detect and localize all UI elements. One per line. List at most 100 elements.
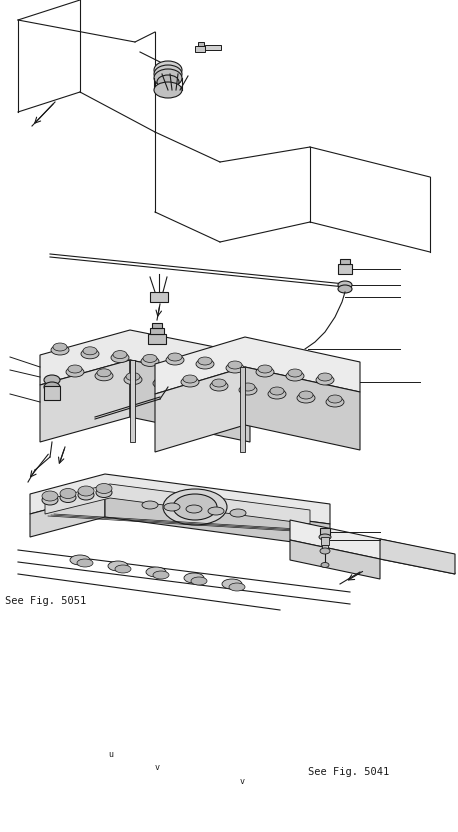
Polygon shape: [155, 337, 360, 394]
Ellipse shape: [66, 367, 84, 377]
Ellipse shape: [229, 583, 245, 591]
Polygon shape: [155, 367, 245, 452]
Ellipse shape: [316, 375, 334, 385]
Polygon shape: [290, 540, 380, 579]
Ellipse shape: [154, 69, 182, 87]
Ellipse shape: [77, 559, 93, 567]
Bar: [150, 292, 168, 302]
Ellipse shape: [173, 359, 187, 366]
Polygon shape: [40, 330, 250, 385]
Ellipse shape: [141, 356, 159, 366]
Bar: [152, 323, 162, 328]
Bar: [148, 334, 166, 344]
Ellipse shape: [142, 501, 158, 509]
Bar: [321, 537, 329, 545]
Ellipse shape: [183, 375, 197, 383]
Ellipse shape: [163, 489, 227, 525]
Polygon shape: [40, 360, 130, 442]
Ellipse shape: [146, 567, 166, 577]
Ellipse shape: [328, 395, 342, 403]
Ellipse shape: [186, 505, 202, 513]
Ellipse shape: [164, 503, 180, 511]
Bar: [195, 46, 205, 52]
Bar: [44, 386, 60, 400]
Ellipse shape: [155, 376, 169, 384]
Ellipse shape: [210, 381, 228, 391]
Ellipse shape: [226, 363, 244, 373]
Ellipse shape: [153, 571, 169, 579]
Ellipse shape: [288, 369, 302, 377]
Ellipse shape: [208, 507, 224, 515]
Ellipse shape: [171, 360, 189, 370]
Bar: [340, 259, 350, 264]
Ellipse shape: [297, 393, 315, 403]
Ellipse shape: [154, 82, 182, 98]
Ellipse shape: [230, 509, 246, 517]
Ellipse shape: [196, 359, 214, 369]
Ellipse shape: [143, 354, 157, 363]
Bar: [240, 367, 245, 452]
Ellipse shape: [184, 573, 204, 583]
Ellipse shape: [124, 374, 142, 384]
Bar: [322, 545, 328, 551]
Ellipse shape: [95, 371, 113, 381]
Ellipse shape: [182, 382, 200, 392]
Ellipse shape: [60, 493, 76, 503]
Text: v: v: [240, 777, 245, 786]
Ellipse shape: [60, 488, 76, 498]
Polygon shape: [245, 367, 360, 450]
Text: See Fig. 5041: See Fig. 5041: [308, 767, 389, 777]
Ellipse shape: [96, 483, 112, 493]
Polygon shape: [130, 360, 250, 442]
Ellipse shape: [111, 353, 129, 363]
Ellipse shape: [51, 345, 69, 355]
Ellipse shape: [318, 373, 332, 381]
Ellipse shape: [299, 391, 313, 399]
Ellipse shape: [70, 555, 90, 565]
Bar: [198, 42, 204, 46]
Polygon shape: [30, 474, 330, 524]
Polygon shape: [290, 520, 455, 574]
Ellipse shape: [241, 383, 255, 391]
Text: u: u: [108, 750, 113, 759]
Ellipse shape: [203, 362, 217, 370]
Ellipse shape: [115, 565, 131, 573]
Ellipse shape: [258, 365, 272, 373]
Ellipse shape: [198, 357, 212, 365]
Ellipse shape: [168, 353, 182, 361]
Ellipse shape: [201, 364, 219, 374]
Bar: [150, 328, 164, 334]
Text: v: v: [155, 763, 160, 772]
Ellipse shape: [222, 579, 242, 589]
Ellipse shape: [319, 534, 331, 540]
Ellipse shape: [239, 385, 257, 395]
Polygon shape: [105, 494, 330, 547]
Ellipse shape: [181, 377, 199, 387]
Ellipse shape: [338, 285, 352, 293]
Ellipse shape: [321, 562, 329, 567]
Ellipse shape: [228, 361, 242, 369]
Text: See Fig. 5051: See Fig. 5051: [5, 596, 86, 606]
Ellipse shape: [108, 561, 128, 571]
Ellipse shape: [338, 281, 352, 289]
Ellipse shape: [83, 347, 97, 354]
Ellipse shape: [96, 488, 112, 498]
Ellipse shape: [78, 490, 94, 500]
Ellipse shape: [153, 379, 171, 389]
Ellipse shape: [211, 386, 229, 396]
Ellipse shape: [53, 343, 67, 351]
Ellipse shape: [320, 548, 330, 554]
Ellipse shape: [113, 350, 127, 359]
Ellipse shape: [126, 373, 140, 380]
Ellipse shape: [326, 397, 344, 407]
Ellipse shape: [78, 486, 94, 496]
Ellipse shape: [42, 495, 58, 505]
Ellipse shape: [191, 577, 207, 585]
Ellipse shape: [44, 375, 60, 385]
Ellipse shape: [68, 365, 82, 373]
Polygon shape: [30, 494, 105, 537]
Ellipse shape: [81, 349, 99, 359]
Ellipse shape: [268, 389, 286, 399]
Bar: [320, 528, 330, 535]
Ellipse shape: [286, 371, 304, 381]
